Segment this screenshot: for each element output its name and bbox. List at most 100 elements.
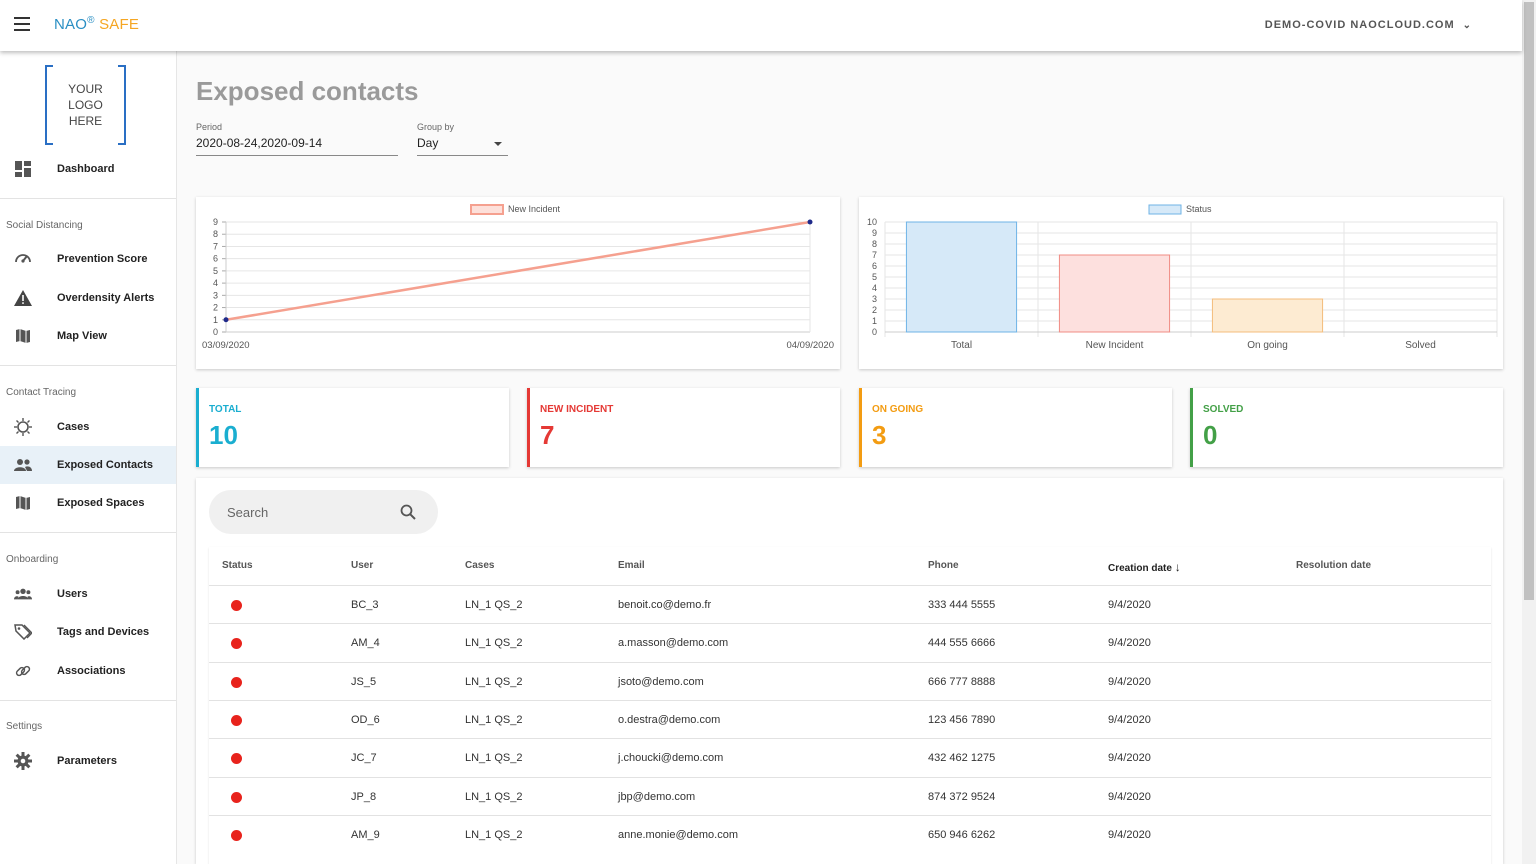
hamburger-menu-icon[interactable] xyxy=(14,17,30,31)
dropdown-caret-icon xyxy=(494,142,502,146)
sidebar-item-label: Map View xyxy=(57,330,107,342)
cell-email: jsoto@demo.com xyxy=(618,675,704,688)
sidebar-item-exposed-spaces[interactable]: Exposed Spaces xyxy=(0,484,176,522)
sidebar-item-label: Exposed Contacts xyxy=(57,459,153,471)
sidebar-item-prevention-score[interactable]: Prevention Score xyxy=(0,240,176,278)
y-tick-label: 6 xyxy=(213,254,218,264)
table-row[interactable]: JP_8 LN_1 QS_2 jbp@demo.com 874 372 9524 9/4… xyxy=(209,776,1491,815)
column-header-status[interactable]: Status xyxy=(222,560,253,571)
sidebar-item-label: Associations xyxy=(57,665,126,677)
x-tick-label: Total xyxy=(951,340,972,351)
y-tick-label: 2 xyxy=(213,303,218,313)
cell-user: OD_6 xyxy=(351,713,380,726)
cell-user: JS_5 xyxy=(351,675,377,688)
period-value[interactable]: 2020-08-24,2020-09-14 xyxy=(196,136,398,156)
stat-value: 3 xyxy=(872,420,887,450)
map-icon xyxy=(14,494,32,512)
creation-date-label: Creation date xyxy=(1108,563,1172,574)
logo-line-3: HERE xyxy=(68,114,103,128)
brand-nao: NAO xyxy=(54,16,88,33)
search-icon[interactable] xyxy=(400,504,416,520)
cell-created: 9/4/2020 xyxy=(1108,713,1151,726)
sidebar-item-map-view[interactable]: Map View xyxy=(0,317,176,355)
contacts-table: Status User Cases Email Phone Creation d… xyxy=(209,547,1491,864)
sidebar-divider xyxy=(0,532,176,533)
search-input[interactable] xyxy=(227,502,387,522)
sidebar-divider xyxy=(0,198,176,199)
sidebar-item-label: Prevention Score xyxy=(57,253,148,265)
stat-card-total: TOTAL 10 xyxy=(196,388,509,467)
legend-swatch xyxy=(1148,204,1182,215)
y-tick-label: 9 xyxy=(213,217,218,227)
status-indicator-dot xyxy=(231,753,242,765)
sidebar-divider xyxy=(0,700,176,701)
status-indicator-dot xyxy=(231,829,242,841)
cell-user: BC_3 xyxy=(351,599,379,611)
y-tick-label: 0 xyxy=(872,327,877,337)
y-tick-label: 5 xyxy=(213,266,218,276)
chevron-down-icon: ⌄ xyxy=(1462,20,1472,31)
sidebar-item-exposed-contacts[interactable]: Exposed Contacts xyxy=(0,446,176,484)
stat-card-on-going: ON GOING 3 xyxy=(859,388,1172,467)
section-settings: Settings xyxy=(6,721,43,732)
bar-on-going xyxy=(1211,298,1324,333)
domain-selector[interactable]: DEMO-COVID NAOCLOUD.COM ⌄ xyxy=(1265,19,1472,31)
sidebar-item-tags-devices[interactable]: Tags and Devices xyxy=(0,613,176,651)
period-field[interactable]: Period 2020-08-24,2020-09-14 xyxy=(196,122,398,156)
search-field[interactable] xyxy=(209,490,438,534)
sidebar-item-overdensity-alerts[interactable]: Overdensity Alerts xyxy=(0,279,176,317)
y-tick-label: 1 xyxy=(872,316,877,326)
table-row[interactable]: JC_7 LN_1 QS_2 j.choucki@demo.com 432 462 1… xyxy=(209,738,1491,776)
column-header-resolution-date[interactable]: Resolution date xyxy=(1296,560,1372,571)
table-row[interactable]: AM_9 LN_1 QS_2 anne.monie@demo.com 650 946 … xyxy=(209,814,1491,853)
sidebar-item-cases[interactable]: Cases xyxy=(0,408,176,446)
cell-created: 9/4/2020 xyxy=(1108,828,1151,841)
y-tick-label: 10 xyxy=(867,217,877,227)
table-row[interactable]: OD_6 LN_1 QS_2 o.destra@demo.com 123 456 78… xyxy=(209,699,1491,738)
table-row[interactable]: BC_3 LN_1 QS_2 benoit.co@demo.fr 333 444 55… xyxy=(209,585,1491,623)
sidebar-item-label: Tags and Devices xyxy=(57,626,150,638)
cell-cases: LN_1 QS_2 xyxy=(465,828,523,841)
cell-user: AM_9 xyxy=(351,828,380,841)
brand-safe: SAFE xyxy=(99,16,140,33)
sidebar-item-parameters[interactable]: Parameters xyxy=(0,742,176,780)
sidebar-item-dashboard[interactable]: Dashboard xyxy=(0,150,176,188)
line-chart-card: New Incident 0 1 2 3 4 5 6 7 8 9 03/09/2020 04/09/20… xyxy=(196,197,840,369)
group-by-select[interactable]: Group by Day xyxy=(417,122,508,156)
status-indicator-dot xyxy=(231,676,242,688)
group-by-value[interactable]: Day xyxy=(417,136,508,156)
speedometer-icon xyxy=(14,250,32,268)
domain-label: DEMO-COVID NAOCLOUD.COM xyxy=(1264,19,1455,31)
page-scrollbar[interactable] xyxy=(1522,0,1536,864)
scrollbar-thumb[interactable] xyxy=(1524,2,1534,600)
column-header-email[interactable]: Email xyxy=(618,560,645,571)
column-header-creation-date[interactable]: Creation date ↓ xyxy=(1108,560,1181,574)
cell-phone: 333 444 5555 xyxy=(928,599,996,611)
cell-phone: 444 555 6666 xyxy=(928,637,996,650)
logo-line-2: LOGO xyxy=(68,98,103,112)
stat-value: 7 xyxy=(540,420,555,450)
data-point xyxy=(223,317,229,323)
table-row[interactable]: JS_5 LN_1 QS_2 jsoto@demo.com 666 777 8888 9… xyxy=(209,661,1491,700)
column-header-cases[interactable]: Cases xyxy=(465,560,495,571)
column-header-user[interactable]: User xyxy=(351,560,374,571)
sidebar-divider xyxy=(0,365,176,366)
sidebar-item-associations[interactable]: Associations xyxy=(0,652,176,690)
cell-phone: 432 462 1275 xyxy=(928,752,996,765)
warning-icon xyxy=(14,289,32,307)
cell-email: o.destra@demo.com xyxy=(618,713,721,726)
column-header-phone[interactable]: Phone xyxy=(928,560,959,571)
gear-icon xyxy=(14,752,32,770)
table-row[interactable]: AM_4 LN_1 QS_2 a.masson@demo.com 444 555 66… xyxy=(209,623,1491,661)
group-icon xyxy=(14,585,32,603)
y-tick-label: 8 xyxy=(213,229,218,239)
sidebar-item-users[interactable]: Users xyxy=(0,575,176,613)
bar-total xyxy=(905,221,1018,333)
cell-cases: LN_1 QS_2 xyxy=(465,752,523,765)
new-incident-line-chart: New Incident 0 1 2 3 4 5 6 7 8 9 03/09/2020 04/09/20… xyxy=(202,204,834,351)
brand-logo[interactable]: NAO® SAFE xyxy=(54,15,139,33)
y-tick-label: 7 xyxy=(213,241,218,251)
dashboard-icon xyxy=(14,160,32,178)
stat-card-solved: SOLVED 0 xyxy=(1190,388,1503,467)
group-by-label: Group by xyxy=(417,122,455,132)
